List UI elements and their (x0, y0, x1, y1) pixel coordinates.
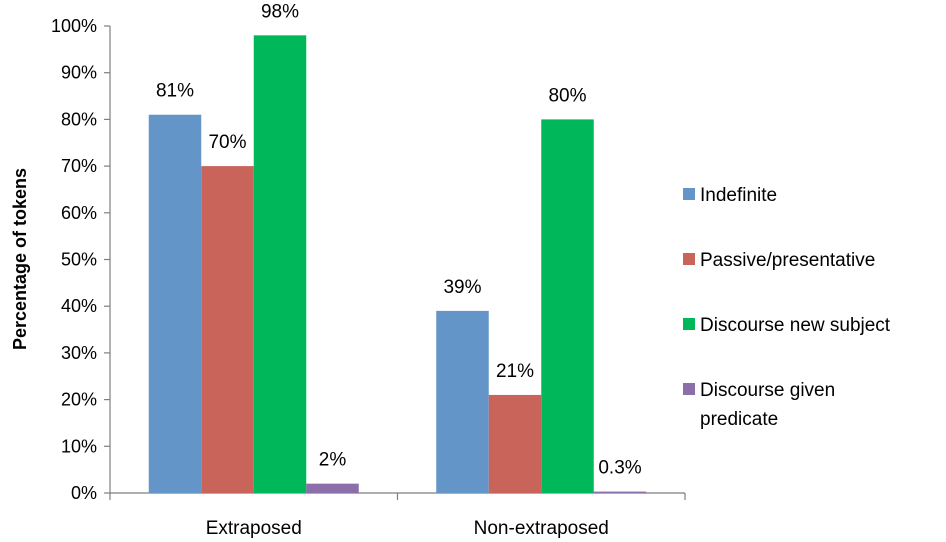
y-tick-label: 100% (51, 16, 97, 36)
bar (488, 394, 542, 493)
bar-data-label: 2% (319, 450, 347, 471)
y-tick-label: 60% (61, 203, 97, 223)
x-ticks: Extraposed Non-extraposed (109, 493, 686, 539)
bar (148, 114, 202, 493)
bar (541, 119, 594, 494)
legend-swatch (683, 383, 695, 395)
legend: Indefinite Passive/presentative Discourse … (683, 185, 891, 430)
y-tick-label: 80% (61, 109, 97, 129)
y-tick-label: 50% (61, 250, 97, 270)
bar-data-label: 98% (261, 1, 299, 22)
bar (306, 483, 359, 493)
y-tick-label: 70% (61, 156, 97, 176)
legend-swatch (683, 188, 695, 200)
bar-data-label: 70% (208, 132, 246, 153)
legend-swatch (683, 253, 695, 265)
bar (201, 166, 254, 493)
y-tick-label: 40% (61, 296, 97, 316)
legend-label: Discourse new subject (700, 315, 891, 336)
legend-label: Passive/presentative (700, 250, 875, 271)
y-tick-label: 30% (61, 343, 97, 363)
data-labels: 81% 39% 70% 21% 98% 80% 2% 0.3% (156, 1, 642, 478)
bar-data-label: 81% (156, 81, 194, 102)
bar (593, 491, 647, 493)
legend-swatch (683, 318, 695, 330)
y-tick-label: 10% (61, 436, 97, 456)
y-ticks: 0% 10% 20% 30% 40% 50% 60% 70% 80% 90% 100% (51, 16, 110, 503)
legend-label: Discourse given (700, 380, 835, 401)
bar-data-label: 21% (496, 361, 534, 382)
x-category-label: Non-extraposed (474, 518, 609, 539)
legend-label: Indefinite (700, 185, 777, 206)
y-tick-label: 90% (61, 63, 97, 83)
bar-data-label: 0.3% (598, 458, 641, 479)
bar (436, 310, 489, 493)
legend-label: predicate (700, 409, 778, 430)
y-tick-label: 0% (71, 483, 97, 503)
bar-data-label: 39% (443, 277, 481, 298)
x-category-label: Extraposed (206, 518, 302, 539)
bar (253, 35, 307, 494)
y-axis-title: Percentage of tokens (10, 168, 30, 350)
y-tick-label: 20% (61, 390, 97, 410)
bars (148, 35, 647, 494)
bar-data-label: 80% (548, 85, 586, 106)
